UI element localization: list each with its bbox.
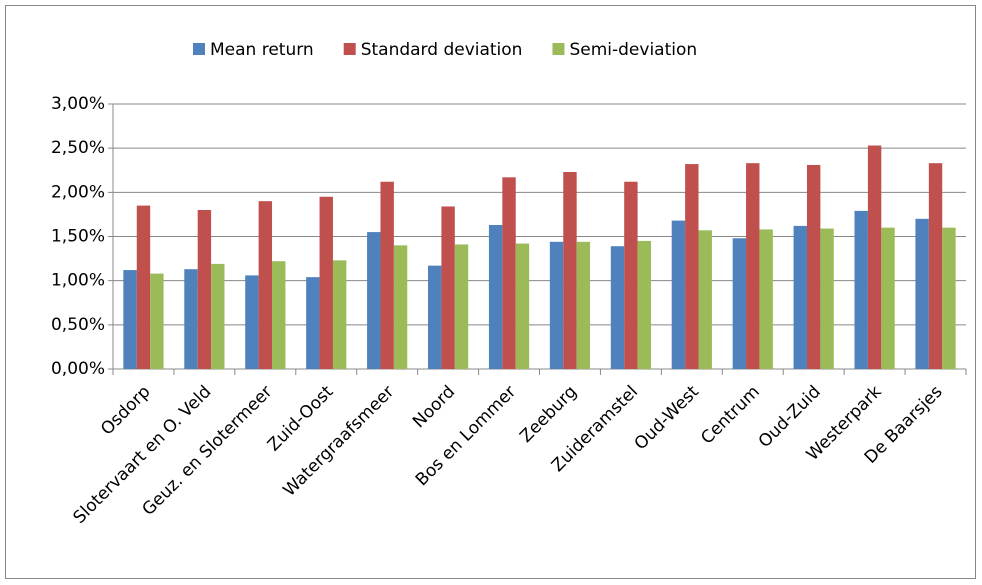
bar — [123, 270, 137, 369]
bar — [928, 163, 943, 369]
legend-swatch — [193, 43, 205, 55]
bar — [441, 206, 455, 369]
bar — [393, 245, 408, 369]
legend-label: Standard deviation — [361, 40, 523, 60]
bar — [258, 201, 273, 369]
bar — [732, 238, 747, 369]
y-tick-label: 3,00% — [51, 94, 105, 114]
bar — [698, 230, 712, 369]
bar — [367, 232, 381, 369]
bar — [563, 172, 577, 369]
bar — [319, 196, 333, 369]
bar — [610, 246, 625, 369]
bar — [211, 263, 225, 369]
bar — [549, 241, 564, 369]
bar — [746, 163, 760, 369]
y-tick-label: 0,00% — [51, 359, 105, 379]
bar — [624, 181, 638, 369]
bar — [272, 261, 286, 369]
y-tick-label: 0,50% — [51, 315, 105, 335]
bar — [820, 228, 834, 369]
y-tick-label: 2,00% — [51, 182, 105, 202]
bar — [454, 244, 469, 369]
bar — [150, 273, 164, 369]
y-tick-label: 1,00% — [51, 271, 105, 291]
bar — [502, 177, 516, 369]
legend-swatch — [343, 43, 356, 55]
y-tick-label: 1,50% — [51, 227, 105, 247]
bar — [380, 181, 394, 369]
bar — [197, 210, 212, 369]
bar — [576, 241, 591, 369]
bar — [942, 227, 956, 369]
legend-swatch — [552, 43, 565, 55]
bar — [184, 269, 198, 369]
bar — [637, 240, 651, 369]
bar — [428, 265, 442, 369]
legend-label: Mean return — [210, 40, 314, 60]
y-tick-label: 2,50% — [51, 138, 105, 158]
bar — [671, 220, 686, 369]
bar — [306, 277, 320, 369]
bar — [867, 145, 882, 369]
bar — [915, 218, 929, 369]
bar — [685, 164, 699, 369]
bar — [759, 229, 773, 369]
bar — [793, 225, 807, 369]
bar — [488, 225, 503, 369]
bar — [515, 243, 530, 369]
bar — [332, 260, 347, 369]
bar — [881, 227, 895, 369]
bar — [806, 164, 821, 369]
bar — [136, 205, 151, 369]
legend-label: Semi-deviation — [569, 40, 697, 60]
bar — [245, 275, 259, 369]
bar — [854, 210, 868, 369]
